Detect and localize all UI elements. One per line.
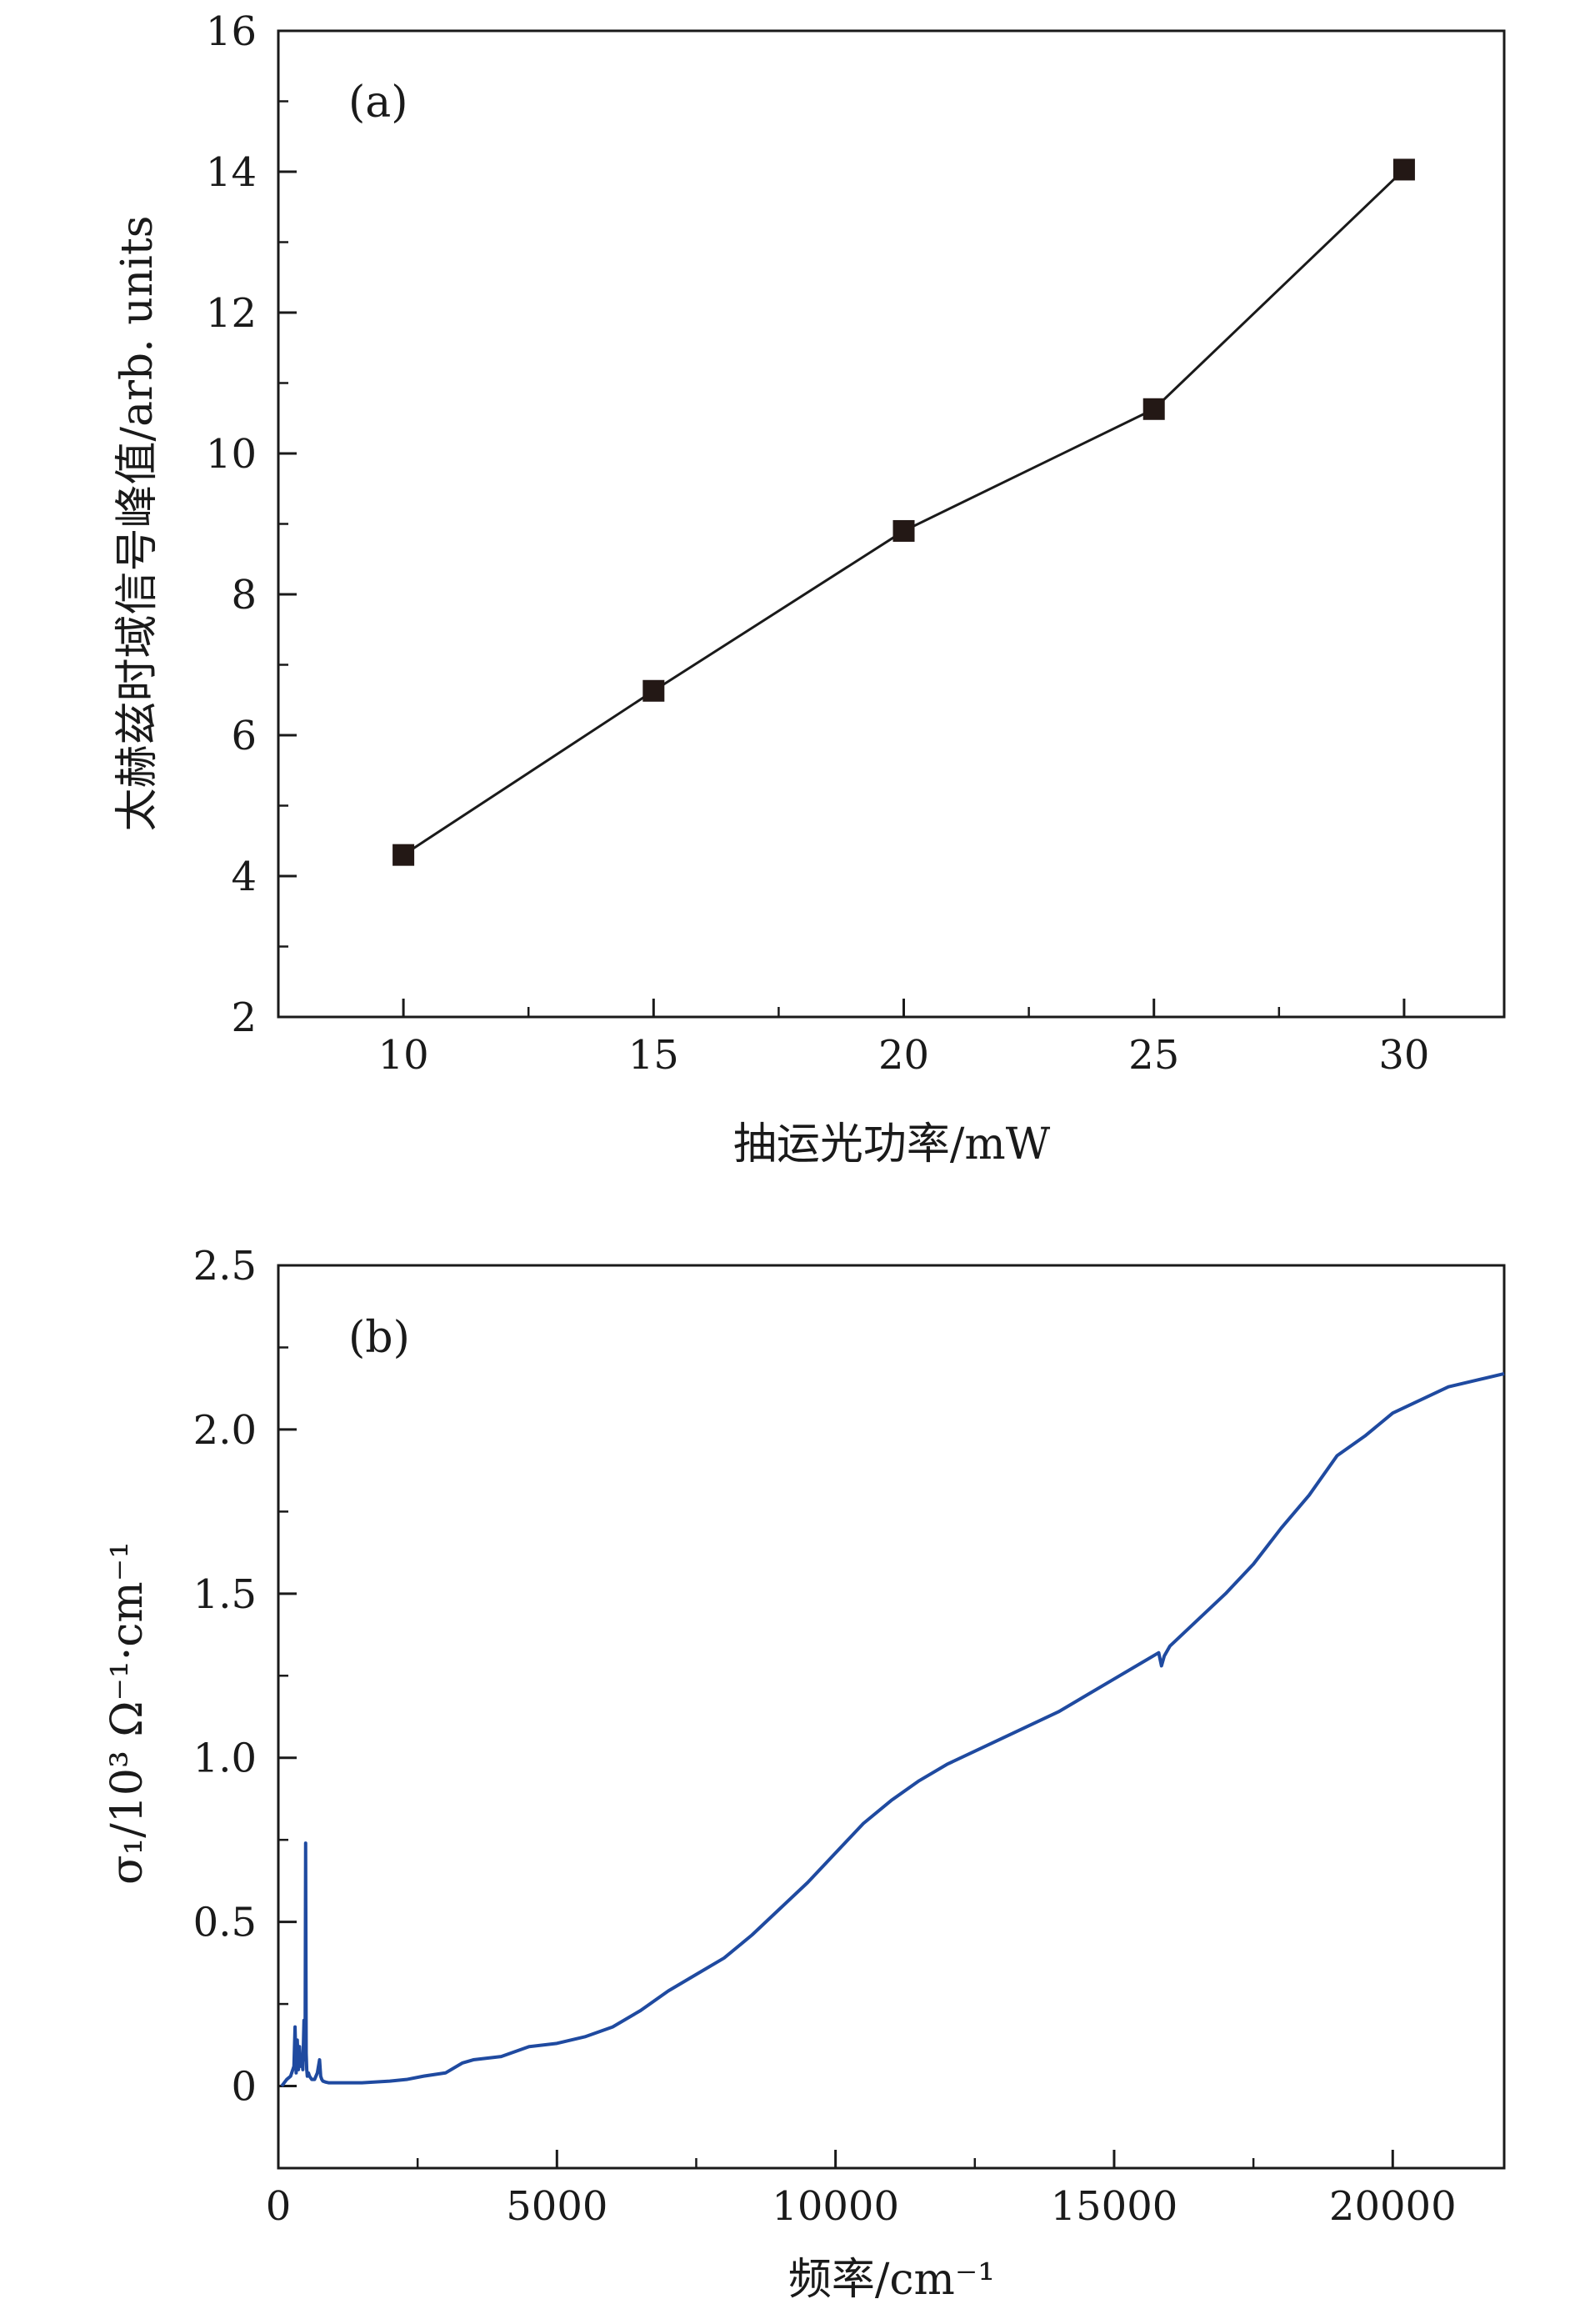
- x-tick-label: 15000: [1051, 2183, 1178, 2230]
- panel-b-y-axis-title: σ₁/10³ Ω⁻¹·cm⁻¹: [102, 1541, 152, 1885]
- panel-a-frame: [277, 29, 1506, 1019]
- panel-b-x-axis-title: 频率/cm⁻¹: [788, 2255, 995, 2305]
- panel-a-plot: [392, 158, 1415, 866]
- x-tick-label: 10: [378, 1032, 429, 1079]
- y-tick-label: 1.5: [193, 1571, 257, 1618]
- y-tick-label: 2.0: [193, 1407, 257, 1454]
- data-point-marker: [1142, 398, 1165, 420]
- panel-b-y-ticks: [278, 1264, 297, 2088]
- panel-b-plot: [280, 1372, 1505, 2087]
- y-tick-label: 4: [231, 854, 257, 900]
- data-point-marker: [392, 844, 415, 866]
- y-tick-label: 10: [206, 431, 257, 478]
- data-point-marker: [642, 679, 665, 702]
- y-tick-label: 16: [206, 8, 257, 55]
- x-tick-label: 20000: [1329, 2183, 1457, 2230]
- y-tick-label: 2.5: [193, 1243, 257, 1290]
- panel-b-x-ticks: [277, 2150, 1394, 2168]
- x-tick-label: 25: [1128, 1032, 1179, 1079]
- x-tick-label: 30: [1378, 1032, 1429, 1079]
- data-point-marker: [1392, 158, 1415, 181]
- panel-a-y-ticks: [278, 29, 297, 1019]
- x-tick-label: 10000: [772, 2183, 899, 2230]
- y-tick-label: 0.5: [193, 1900, 257, 1946]
- x-tick-label: 0: [266, 2183, 292, 2230]
- x-tick-label: 15: [628, 1032, 679, 1079]
- panel-a-y-axis-title: 太赫兹时域信号峰值/arb. units: [112, 216, 162, 832]
- panel-b-x-tick-labels: 0 5000 10000 15000 20000: [266, 2183, 1457, 2230]
- y-tick-label: 14: [206, 149, 257, 196]
- panel-a-x-ticks: [402, 999, 1406, 1017]
- panel-a-y-tick-labels: 2 4 6 8 10 12 14 16: [206, 8, 257, 1041]
- x-tick-label: 5000: [506, 2183, 608, 2230]
- panel-b-label: (b): [348, 1313, 410, 1363]
- y-tick-label: 1.0: [193, 1735, 257, 1782]
- panel-a-x-tick-labels: 10 15 20 25 30: [378, 1032, 1430, 1079]
- y-tick-label: 0: [231, 2064, 257, 2111]
- panel-b: (b) 0 5000 10000 15000 20000 0 0.5 1.0 1.5 2.0 2.…: [102, 1243, 1506, 2305]
- panel-a-x-axis-title: 抽运光功率/mW: [733, 1119, 1051, 1170]
- panel-a: (a) 10 15 20 25 30 2 4 6 8 10 12 14 16 抽运光功率/mW 太赫兹…: [112, 8, 1506, 1170]
- panel-a-label: (a): [348, 78, 408, 128]
- y-tick-label: 6: [231, 713, 257, 759]
- y-tick-label: 12: [206, 290, 257, 337]
- series-line: [402, 168, 1405, 856]
- x-tick-label: 20: [878, 1032, 929, 1079]
- series-line: [280, 1372, 1505, 2087]
- panel-b-frame: [277, 1264, 1506, 2170]
- y-tick-label: 2: [231, 994, 257, 1041]
- data-point-marker: [892, 519, 915, 542]
- panel-b-y-tick-labels: 0 0.5 1.0 1.5 2.0 2.5: [193, 1243, 257, 2111]
- y-tick-label: 8: [231, 572, 257, 619]
